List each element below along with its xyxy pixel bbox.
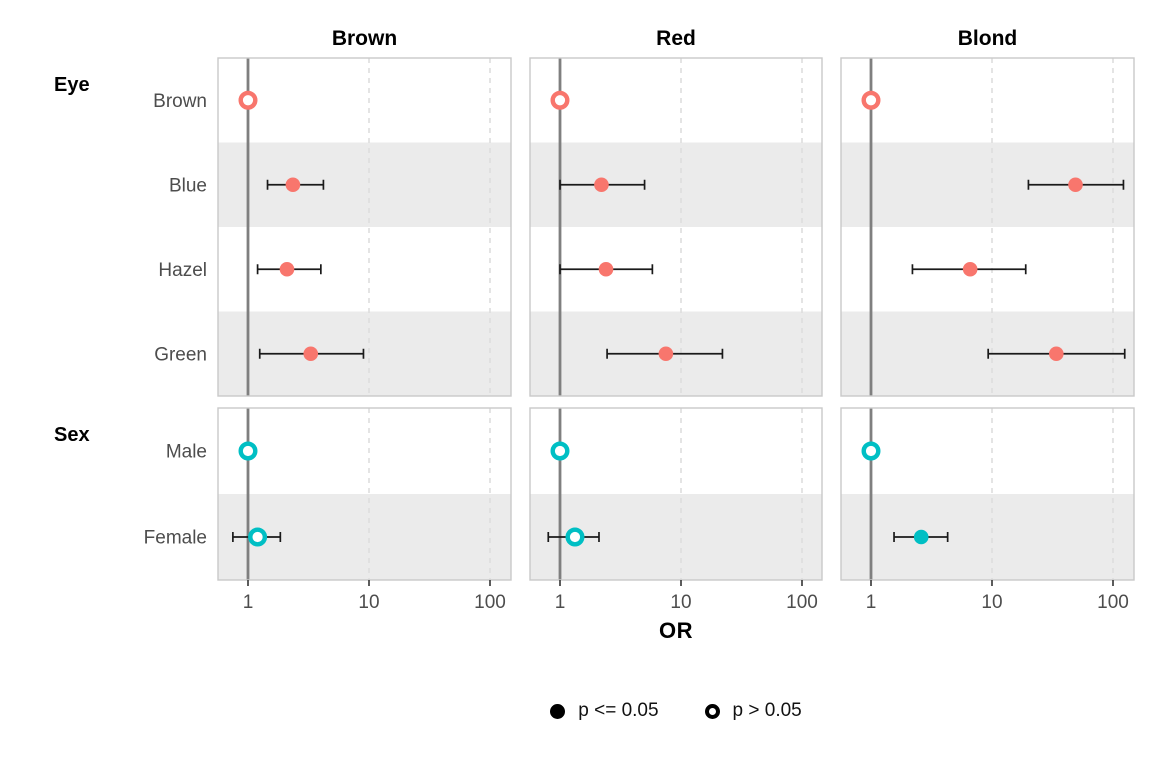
panel-border	[840, 407, 1135, 581]
point-blond-green	[1049, 346, 1064, 362]
point-blond-male	[861, 441, 881, 461]
point-red-female	[565, 527, 585, 547]
point-brown-brown	[238, 90, 258, 110]
facet-title-brown: Brown	[332, 27, 397, 50]
panel-border	[529, 57, 823, 397]
legend-item-not-significant: p > 0.05	[704, 700, 802, 722]
category-label-brown: Brown	[153, 91, 207, 112]
category-label-female: Female	[144, 528, 207, 549]
point-red-brown	[550, 90, 570, 110]
x-tick-label: 100	[786, 592, 818, 613]
point-red-blue	[594, 177, 609, 193]
facet-title-blond: Blond	[958, 27, 1017, 50]
panel-border	[840, 57, 1135, 397]
category-label-blue: Blue	[169, 175, 207, 196]
point-blond-female	[913, 529, 929, 545]
zebra-stripe	[841, 494, 1134, 580]
x-tick-label: 10	[358, 592, 379, 613]
point-brown-green	[303, 346, 319, 362]
x-tick-label: 10	[670, 592, 691, 613]
x-tick-label: 100	[474, 592, 506, 613]
point-blond-blue	[1068, 177, 1083, 193]
point-red-hazel	[598, 261, 614, 277]
x-tick-label: 100	[1097, 592, 1129, 613]
x-axis-title: OR	[659, 618, 693, 643]
zebra-stripe	[218, 142, 511, 227]
point-brown-female	[248, 527, 268, 547]
category-label-male: Male	[166, 442, 207, 463]
category-label-green: Green	[154, 344, 207, 365]
panel-border	[217, 407, 512, 581]
category-label-hazel: Hazel	[158, 260, 207, 281]
legend-label-not-significant: p > 0.05	[732, 700, 802, 721]
point-red-male	[550, 441, 570, 461]
point-brown-blue	[285, 177, 301, 193]
x-tick-label: 1	[243, 592, 254, 613]
point-blond-brown	[861, 90, 881, 110]
x-tick-label: 10	[981, 592, 1002, 613]
panel-border	[529, 407, 823, 581]
row-group-label-eye: Eye	[54, 74, 90, 96]
x-tick-label: 1	[866, 592, 877, 613]
point-brown-male	[238, 441, 258, 461]
panel-border	[217, 57, 512, 397]
open-dot-icon	[704, 703, 720, 719]
point-red-green	[658, 346, 674, 362]
facet-title-red: Red	[656, 27, 696, 50]
legend-label-significant: p <= 0.05	[578, 700, 659, 721]
point-brown-hazel	[279, 261, 295, 277]
legend-item-significant: p <= 0.05	[550, 700, 659, 722]
x-tick-label: 1	[555, 592, 566, 613]
filled-dot-icon	[550, 703, 566, 719]
legend: p <= 0.05 p > 0.05	[218, 700, 1134, 722]
point-blond-hazel	[962, 261, 978, 277]
row-group-label-sex: Sex	[54, 424, 90, 446]
